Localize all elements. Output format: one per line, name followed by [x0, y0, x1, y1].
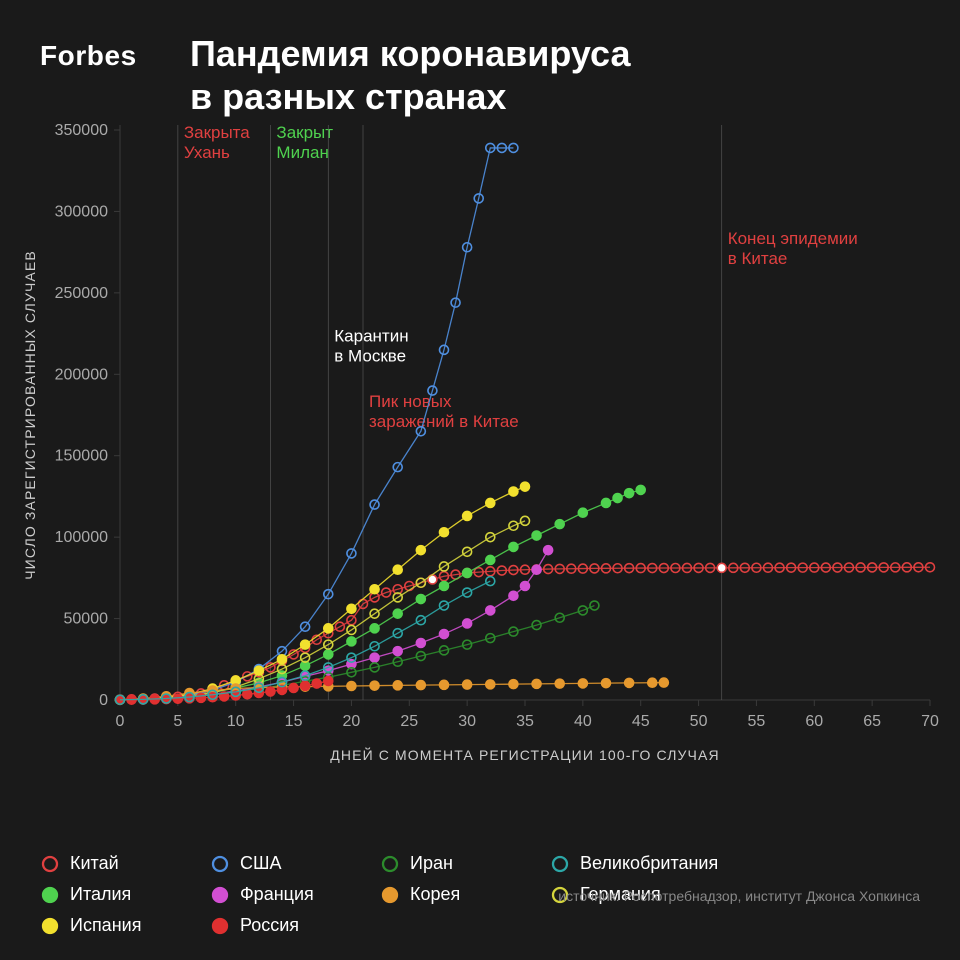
legend-marker-icon — [40, 916, 60, 936]
svg-text:45: 45 — [632, 713, 650, 730]
svg-text:Ухань: Ухань — [184, 143, 230, 162]
svg-text:55: 55 — [748, 713, 766, 730]
svg-text:5: 5 — [173, 713, 182, 730]
title-line-1: Пандемия коронавируса — [190, 33, 630, 74]
svg-text:Пик новых: Пик новых — [369, 392, 452, 411]
svg-text:0: 0 — [99, 692, 108, 709]
legend-item-spain: Испания — [40, 915, 210, 936]
svg-text:в Москве: в Москве — [334, 347, 406, 366]
legend-label: Китай — [70, 853, 119, 874]
svg-text:ЧИСЛО ЗАРЕГИСТРИРОВАННЫХ СЛУЧА: ЧИСЛО ЗАРЕГИСТРИРОВАННЫХ СЛУЧАЕВ — [22, 250, 38, 580]
svg-text:заражений в Китае: заражений в Китае — [369, 412, 519, 431]
legend-marker-icon — [380, 885, 400, 905]
svg-text:Милан: Милан — [276, 143, 328, 162]
legend-marker-icon — [210, 916, 230, 936]
legend-item-italy: Италия — [40, 884, 210, 905]
legend-label: США — [240, 853, 282, 874]
title-line-2: в разных странах — [190, 76, 506, 117]
covid-chart: 0 50000 100000 150000 200000 250000 300000 3500… — [0, 120, 960, 810]
svg-text:250000: 250000 — [55, 285, 108, 302]
svg-text:Карантин: Карантин — [334, 327, 408, 346]
svg-text:50000: 50000 — [64, 611, 109, 628]
svg-text:15: 15 — [285, 713, 303, 730]
svg-text:100000: 100000 — [55, 529, 108, 546]
svg-text:60: 60 — [805, 713, 823, 730]
svg-text:40: 40 — [574, 713, 592, 730]
legend-item-uk: Великобритания — [550, 853, 770, 874]
svg-text:20: 20 — [343, 713, 361, 730]
svg-text:ДНЕЙ С МОМЕНТА РЕГИСТРАЦИИ 100: ДНЕЙ С МОМЕНТА РЕГИСТРАЦИИ 100-ГО СЛУЧАЯ — [330, 746, 719, 763]
legend-label: Испания — [70, 915, 141, 936]
svg-text:350000: 350000 — [55, 122, 108, 139]
svg-text:70: 70 — [921, 713, 939, 730]
legend-item-iran: Иран — [380, 853, 550, 874]
svg-text:25: 25 — [400, 713, 418, 730]
legend-marker-icon — [210, 885, 230, 905]
legend-item-france: Франция — [210, 884, 380, 905]
legend-marker-icon — [40, 854, 60, 874]
legend-item-korea: Корея — [380, 884, 550, 905]
legend-label: Корея — [410, 884, 460, 905]
svg-text:35: 35 — [516, 713, 534, 730]
svg-text:150000: 150000 — [55, 448, 108, 465]
legend-label: Франция — [240, 884, 314, 905]
legend-label: Великобритания — [580, 853, 718, 874]
legend-label: Италия — [70, 884, 131, 905]
svg-text:200000: 200000 — [55, 366, 108, 383]
source-line: источник: Роспотребнадзор, институт Джон… — [558, 888, 920, 904]
legend-item-usa: США — [210, 853, 380, 874]
legend-item-china: Китай — [40, 853, 210, 874]
legend-marker-icon — [550, 854, 570, 874]
legend-marker-icon — [40, 885, 60, 905]
legend-marker-icon — [380, 854, 400, 874]
legend-marker-icon — [210, 854, 230, 874]
legend-item-russia: Россия — [210, 915, 380, 936]
svg-text:Закрыта: Закрыта — [184, 123, 250, 142]
svg-text:30: 30 — [458, 713, 476, 730]
legend-label: Россия — [240, 915, 299, 936]
svg-text:0: 0 — [116, 713, 125, 730]
svg-text:65: 65 — [863, 713, 881, 730]
page-title: Пандемия коронавируса в разных странах — [190, 32, 630, 118]
svg-text:Закрыт: Закрыт — [276, 123, 333, 142]
forbes-logo: Forbes — [40, 40, 137, 72]
svg-text:300000: 300000 — [55, 203, 108, 220]
legend-label: Иран — [410, 853, 453, 874]
svg-text:10: 10 — [227, 713, 245, 730]
svg-text:Конец эпидемии: Конец эпидемии — [728, 229, 858, 248]
svg-text:50: 50 — [690, 713, 708, 730]
svg-text:в Китае: в Китае — [728, 249, 788, 268]
